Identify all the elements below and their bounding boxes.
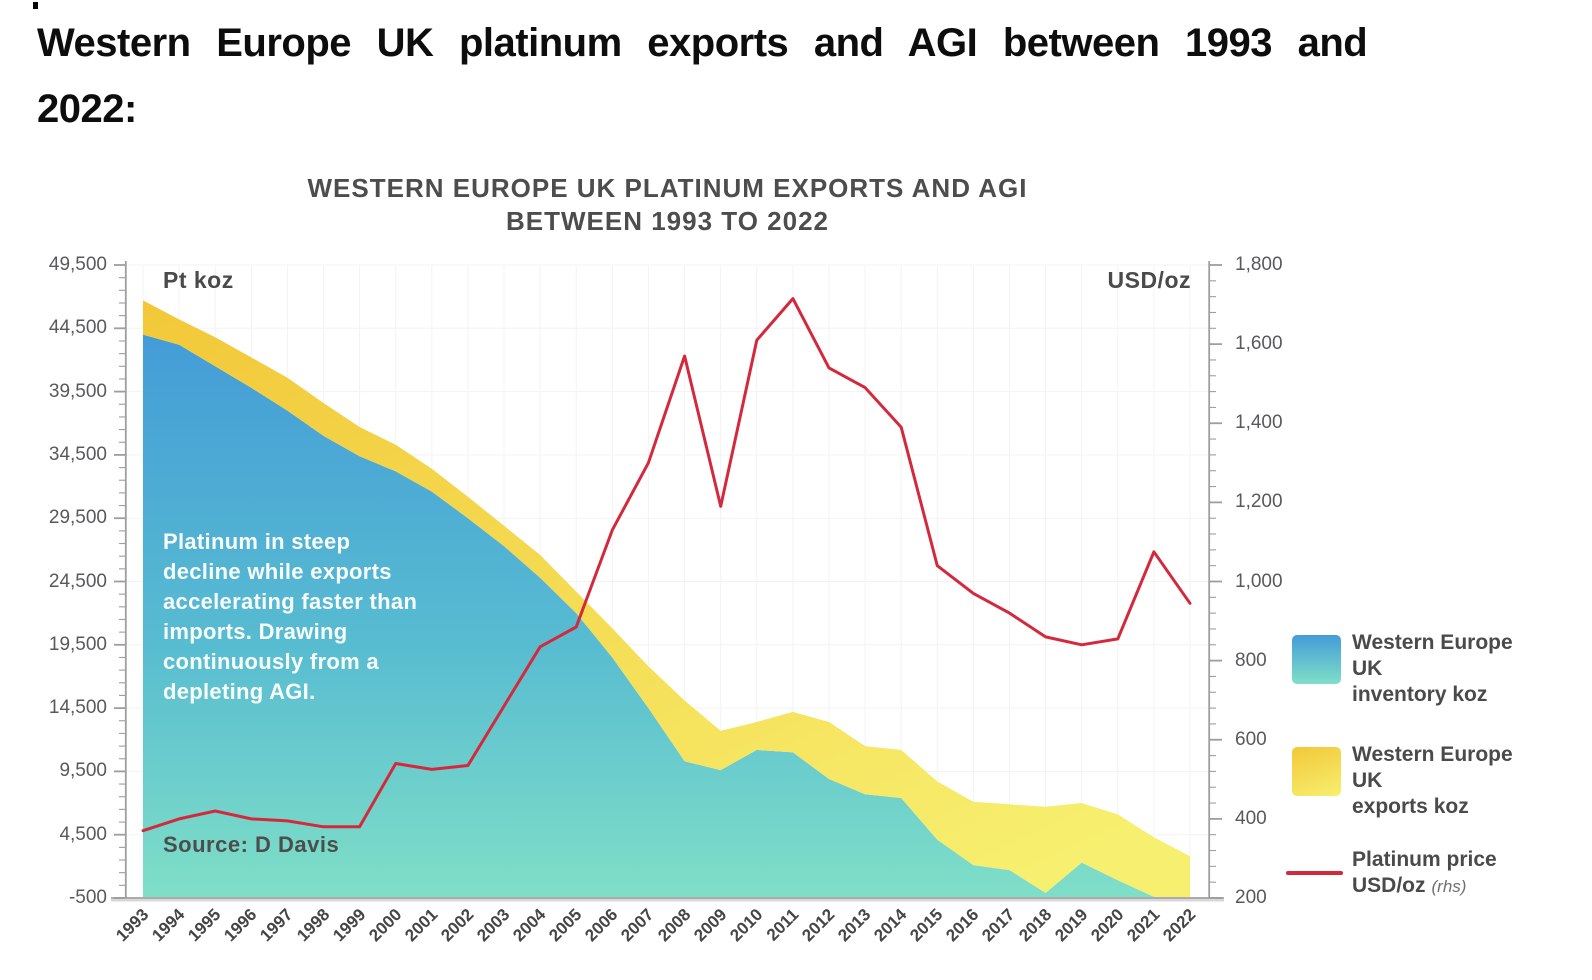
legend-price-line2: USD/oz (rhs) — [1352, 873, 1592, 900]
chart-title: WESTERN EUROPE UK PLATINUM EXPORTS AND A… — [125, 172, 1210, 238]
right-axis-tick-label: 1,200 — [1235, 491, 1283, 513]
left-axis-tick-label: 39,500 — [48, 380, 107, 402]
platinum-price-line — [141, 297, 1192, 833]
legend-inventory-line2: UK — [1352, 657, 1383, 680]
right-axis-unit-label: USD/oz — [1107, 267, 1191, 293]
legend-label-price: Platinum price USD/oz (rhs) — [1352, 847, 1592, 900]
left-axis-tick-label: 34,500 — [48, 443, 107, 465]
right-axis-tick-label: 600 — [1235, 728, 1267, 750]
legend-exports-line3: exports koz — [1352, 795, 1469, 818]
left-axis-tick-label: 9,500 — [59, 760, 107, 782]
left-axis-unit-label: Pt koz — [163, 267, 234, 293]
left-axis-tick-label: 4,500 — [59, 823, 107, 845]
plot-svg — [111, 261, 1224, 902]
legend-inventory-line1: Western Europe — [1352, 631, 1513, 654]
chart-legend: Western Europe UK inventory koz Western … — [1270, 630, 1592, 920]
left-axis-tick-label: 49,500 — [48, 254, 107, 275]
left-axis-tick-label: 19,500 — [48, 633, 107, 655]
left-axis-tick-label: 44,500 — [48, 317, 107, 339]
page-title-line2: 2022: — [37, 87, 137, 131]
legend-inventory-line3: inventory koz — [1352, 683, 1488, 706]
legend-label-inventory: Western Europe UK inventory koz — [1352, 630, 1592, 708]
chart-title-line2: BETWEEN 1993 TO 2022 — [506, 206, 829, 236]
price-line-swatch — [1286, 871, 1343, 875]
exports-swatch — [1292, 747, 1341, 796]
legend-price-units: USD/oz — [1352, 874, 1426, 897]
right-axis-tick-label: 1,000 — [1235, 570, 1283, 592]
right-axis-tick-label: 1,400 — [1235, 412, 1283, 434]
page-title: Western Europe UK platinum exports and A… — [37, 10, 1507, 142]
legend-price-line1: Platinum price — [1352, 848, 1497, 871]
chart-title-line1: WESTERN EUROPE UK PLATINUM EXPORTS AND A… — [307, 173, 1028, 203]
inventory-swatch — [1292, 635, 1341, 684]
left-axis-tick-label: 14,500 — [48, 697, 107, 719]
right-axis-tick-label: 400 — [1235, 807, 1267, 829]
chart-annotation: Platinum in steep decline while exports … — [163, 529, 418, 704]
source-note: Source: D Davis — [163, 832, 340, 857]
cursor-artifact — [33, 2, 38, 9]
right-axis-tick-label: 1,600 — [1235, 333, 1283, 355]
chart-plot-area: Pt koz USD/oz Platinum in steep decline … — [49, 254, 1283, 945]
inventory-area — [143, 334, 1190, 899]
legend-rhs-suffix: (rhs) — [1431, 877, 1467, 896]
legend-exports-line2: UK — [1352, 769, 1383, 792]
right-axis-tick-label: 800 — [1235, 649, 1267, 671]
left-axis-tick-label: 24,500 — [48, 570, 107, 592]
legend-exports-line1: Western Europe — [1352, 743, 1513, 766]
page-title-line1: Western Europe UK platinum exports and A… — [37, 21, 1368, 65]
right-axis-tick-label: 200 — [1235, 887, 1267, 908]
left-axis-tick-label: -500 — [68, 887, 107, 908]
exports-area — [143, 300, 1190, 898]
left-axis-tick-label: 29,500 — [48, 507, 107, 529]
right-axis-tick-label: 1,800 — [1235, 254, 1283, 275]
legend-label-exports: Western Europe UK exports koz — [1352, 742, 1592, 820]
